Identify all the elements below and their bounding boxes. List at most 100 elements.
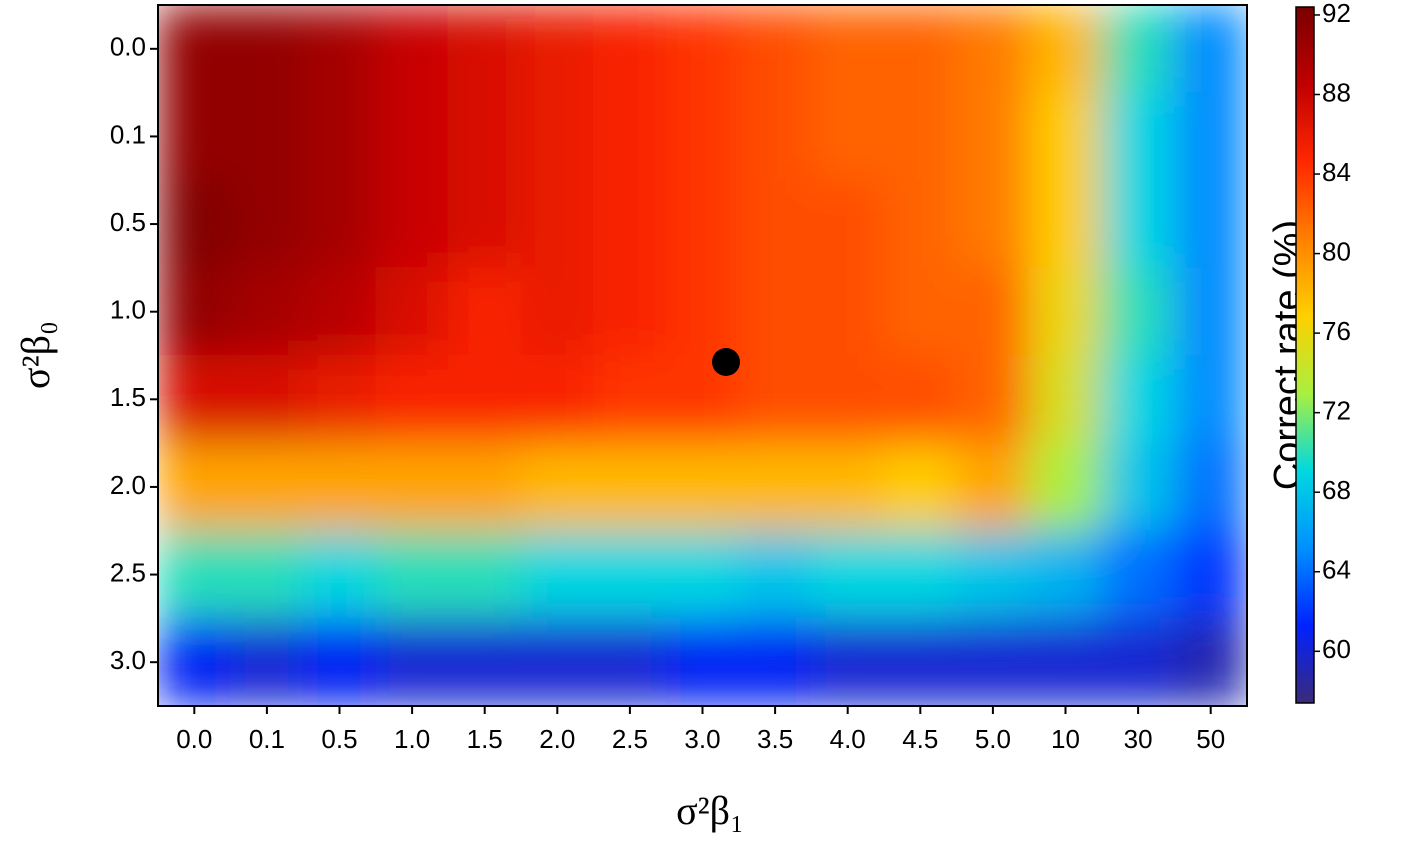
y-tick-label: 1.5 [110, 382, 146, 412]
colorbar-tick-label: 84 [1322, 157, 1351, 187]
colorbar-tick-label: 80 [1322, 236, 1351, 266]
heatmap-cell [302, 179, 377, 269]
heatmap-cell [158, 92, 232, 181]
heatmap-cell [810, 442, 885, 532]
x-tick-label: 1.0 [394, 724, 430, 754]
y-tick-label: 2.5 [110, 557, 146, 587]
x-tick-label: 0.0 [176, 724, 212, 754]
heatmap-cell [447, 617, 522, 706]
heatmap-cell [665, 442, 740, 532]
heatmap-cell [302, 617, 377, 706]
heatmap-cell [520, 5, 595, 94]
heatmap-cell [1173, 92, 1247, 181]
heatmap-cell [158, 530, 232, 619]
heatmap-cell [665, 267, 740, 356]
heatmap-cell [810, 92, 885, 181]
heatmap-cell [956, 355, 1030, 444]
colorbar-scale [1295, 6, 1315, 704]
heatmap-cell [302, 355, 377, 444]
heatmap-cell [302, 267, 377, 356]
heatmap-cell [738, 530, 812, 619]
heatmap-cell [1173, 530, 1247, 619]
highlight-marker [712, 348, 740, 376]
heatmap-cell [738, 5, 812, 94]
heatmap-cell [810, 355, 885, 444]
y-tick-label: 1.0 [110, 295, 146, 325]
colorbar-tick-label: 76 [1322, 316, 1351, 346]
colorbar-tick-label: 60 [1322, 634, 1351, 664]
colorbar-tick-label: 68 [1322, 475, 1351, 505]
heatmap-cell [593, 442, 667, 532]
colorbar-tick-label: 72 [1322, 396, 1351, 426]
heatmap-cell [375, 267, 449, 356]
heatmap-cell [956, 92, 1030, 181]
heatmap-cell [1101, 92, 1175, 181]
heatmap-cell [883, 5, 958, 94]
heatmap-cell [883, 267, 958, 356]
heatmap-cell [230, 179, 304, 269]
heatmap-cell [302, 5, 377, 94]
heatmap-cell [447, 5, 522, 94]
heatmap-cell [447, 442, 522, 532]
colorbar: 60 64 68 72 76 80 84 88 92 [1295, 0, 1351, 704]
x-tick-label: 3.5 [757, 724, 793, 754]
x-tick-label: 2.0 [539, 724, 575, 754]
heatmap-cell [810, 530, 885, 619]
heatmap-cell [520, 92, 595, 181]
heatmap-cell [1173, 617, 1247, 706]
heatmap-cell [810, 179, 885, 269]
heatmap-cell [956, 5, 1030, 94]
heatmap-cell [375, 442, 449, 532]
heatmap-cell [1173, 355, 1247, 444]
x-tick-label: 50 [1196, 724, 1225, 754]
heatmap-cell [593, 617, 667, 706]
heatmap-cell [956, 442, 1030, 532]
heatmap-cell [956, 530, 1030, 619]
heatmap-cell [1101, 355, 1175, 444]
heatmap-cell [738, 617, 812, 706]
heatmap-cell [810, 617, 885, 706]
x-axis-label: σ²β₁ [676, 788, 744, 833]
heatmap-cell [738, 267, 812, 356]
heatmap-cell [230, 530, 304, 619]
x-tick-label: 5.0 [975, 724, 1011, 754]
heatmap-cell [1101, 530, 1175, 619]
heatmap-cell [810, 267, 885, 356]
y-tick-label: 0.1 [110, 119, 146, 149]
heatmap-cell [375, 355, 449, 444]
x-tick-label: 4.0 [830, 724, 866, 754]
heatmap-cell [1101, 5, 1175, 94]
heatmap-cell [1028, 92, 1103, 181]
heatmap-cell [158, 442, 232, 532]
heatmap-cell [1028, 355, 1103, 444]
heatmap-cell [883, 442, 958, 532]
heatmap-cell [230, 267, 304, 356]
heatmap-cell [375, 530, 449, 619]
heatmap-cell [375, 5, 449, 94]
y-axis-label: σ²β₀ [13, 321, 58, 389]
x-tick-label: 10 [1051, 724, 1080, 754]
heatmap-cell [375, 92, 449, 181]
y-tick-label: 2.0 [110, 470, 146, 500]
heatmap-cell [1173, 5, 1247, 94]
heatmap-cell [520, 179, 595, 269]
x-tick-label: 1.5 [467, 724, 503, 754]
heatmap-cell [230, 442, 304, 532]
heatmap-cell [230, 5, 304, 94]
heatmap-cell [447, 530, 522, 619]
heatmap-cell [230, 617, 304, 706]
x-tick-label: 0.5 [321, 724, 357, 754]
heatmap-cell [302, 442, 377, 532]
heatmap-cell [883, 179, 958, 269]
heatmap-cell [447, 92, 522, 181]
heatmap-cell [1173, 442, 1247, 532]
heatmap-cell [1028, 617, 1103, 706]
heatmap-cell [665, 92, 740, 181]
heatmap-cell [593, 530, 667, 619]
heatmap-cell [665, 5, 740, 94]
heatmap-cell [375, 179, 449, 269]
heatmap-cell [520, 267, 595, 356]
heatmap [158, 5, 1247, 706]
heatmap-cell [883, 92, 958, 181]
heatmap-cell [956, 179, 1030, 269]
